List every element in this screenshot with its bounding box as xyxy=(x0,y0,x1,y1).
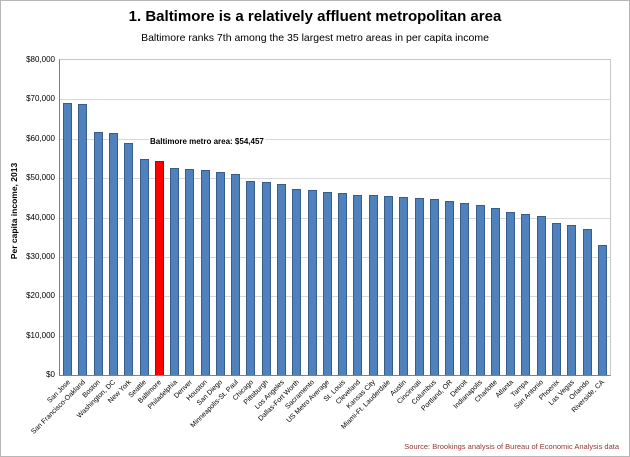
y-tick-label: $20,000 xyxy=(26,291,55,301)
bar xyxy=(185,169,195,375)
bar xyxy=(338,193,348,375)
y-tick-label: $50,000 xyxy=(26,173,55,183)
y-tick-label: $0 xyxy=(46,370,55,379)
source-note: Source: Brookings analysis of Bureau of … xyxy=(404,442,619,451)
bar xyxy=(414,197,424,375)
bar xyxy=(170,167,180,375)
bar xyxy=(460,202,470,375)
bar xyxy=(215,172,225,375)
gridline xyxy=(60,178,610,180)
y-tick-label: $80,000 xyxy=(26,55,55,64)
gridline xyxy=(60,138,610,140)
bar xyxy=(429,199,439,375)
bar xyxy=(582,229,592,375)
y-tick-label: $40,000 xyxy=(26,212,55,222)
bar xyxy=(108,132,118,375)
bar xyxy=(292,189,302,375)
y-tick-label: $60,000 xyxy=(26,133,55,143)
bar xyxy=(383,195,393,375)
bar xyxy=(124,142,134,375)
gridline xyxy=(60,217,610,219)
chart-title: 1. Baltimore is a relatively affluent me… xyxy=(128,8,502,25)
bar xyxy=(506,211,516,375)
bar xyxy=(552,223,562,375)
bar xyxy=(353,194,363,375)
bar xyxy=(521,213,531,375)
y-tick-label: $30,000 xyxy=(26,251,55,261)
bar xyxy=(368,195,378,375)
bar xyxy=(93,132,103,375)
bar xyxy=(445,200,455,375)
bar xyxy=(78,104,88,375)
bar xyxy=(277,184,287,375)
bar xyxy=(261,182,271,375)
bar xyxy=(567,224,577,375)
gridline xyxy=(60,296,610,298)
bar xyxy=(200,170,210,375)
y-tick-label: $70,000 xyxy=(26,94,55,104)
bar xyxy=(399,197,409,375)
bar xyxy=(490,208,500,375)
bar xyxy=(231,174,241,375)
bar-baltimore xyxy=(154,160,164,375)
bar xyxy=(536,216,546,375)
bar xyxy=(597,245,607,375)
bar xyxy=(246,180,256,375)
y-tick-label: $10,000 xyxy=(26,330,55,340)
chart-subtitle: Baltimore ranks 7th among the 35 largest… xyxy=(141,32,489,44)
bar xyxy=(475,204,485,375)
bar xyxy=(139,159,149,375)
gridline xyxy=(60,256,610,258)
plot-area xyxy=(59,59,611,376)
gridline xyxy=(60,335,610,337)
baltimore-annotation: Baltimore metro area: $54,457 xyxy=(149,137,265,146)
bar xyxy=(322,191,332,375)
gridline xyxy=(60,99,610,101)
bar xyxy=(307,189,317,375)
bar xyxy=(63,103,73,375)
